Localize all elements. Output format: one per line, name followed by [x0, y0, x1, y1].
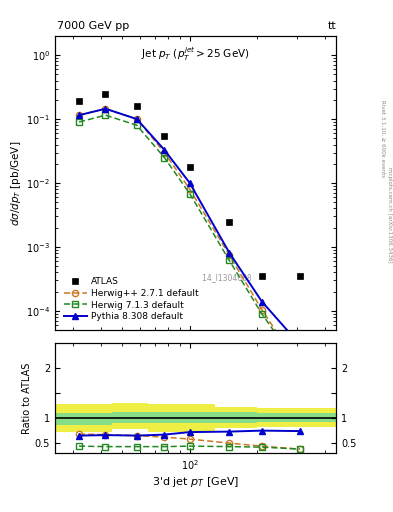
ATLAS: [162, 133, 167, 139]
ATLAS: [134, 103, 139, 109]
Pythia 8.308 default: [103, 105, 108, 112]
Herwig 7.1.3 default: [162, 155, 167, 161]
Herwig 7.1.3 default: [103, 112, 108, 118]
Herwig++ 2.7.1 default: [227, 252, 231, 258]
Pythia 8.308 default: [77, 112, 81, 118]
Y-axis label: $d\sigma/dp_T$ [pb/GeV]: $d\sigma/dp_T$ [pb/GeV]: [9, 140, 23, 226]
Herwig++ 2.7.1 default: [187, 186, 192, 193]
Herwig 7.1.3 default: [259, 311, 264, 317]
Text: Jet $p_T$ ($p_T^{jet}>$25 GeV): Jet $p_T$ ($p_T^{jet}>$25 GeV): [141, 45, 250, 62]
ATLAS: [298, 273, 302, 279]
Herwig++ 2.7.1 default: [103, 105, 108, 112]
Herwig 7.1.3 default: [298, 365, 302, 371]
Pythia 8.308 default: [162, 147, 167, 153]
Herwig++ 2.7.1 default: [134, 116, 139, 122]
X-axis label: 3'd jet $p_T$ [GeV]: 3'd jet $p_T$ [GeV]: [152, 475, 239, 488]
Line: Herwig 7.1.3 default: Herwig 7.1.3 default: [76, 112, 303, 371]
ATLAS: [259, 273, 264, 279]
Text: Rivet 3.1.10, ≥ 600k events: Rivet 3.1.10, ≥ 600k events: [381, 100, 386, 177]
Herwig++ 2.7.1 default: [298, 365, 302, 371]
Pythia 8.308 default: [187, 180, 192, 186]
Line: Herwig++ 2.7.1 default: Herwig++ 2.7.1 default: [76, 105, 303, 371]
Pythia 8.308 default: [298, 342, 302, 348]
Herwig++ 2.7.1 default: [259, 307, 264, 313]
Line: Pythia 8.308 default: Pythia 8.308 default: [76, 105, 303, 348]
Herwig 7.1.3 default: [134, 122, 139, 129]
Y-axis label: Ratio to ATLAS: Ratio to ATLAS: [22, 362, 32, 434]
Legend: ATLAS, Herwig++ 2.7.1 default, Herwig 7.1.3 default, Pythia 8.308 default: ATLAS, Herwig++ 2.7.1 default, Herwig 7.…: [59, 272, 203, 326]
Text: mcplots.cern.ch [arXiv:1306.3436]: mcplots.cern.ch [arXiv:1306.3436]: [387, 167, 391, 263]
Pythia 8.308 default: [227, 249, 231, 255]
Herwig 7.1.3 default: [77, 119, 81, 125]
Herwig++ 2.7.1 default: [162, 150, 167, 156]
ATLAS: [227, 219, 231, 225]
Text: 7000 GeV pp: 7000 GeV pp: [57, 20, 129, 31]
Herwig 7.1.3 default: [227, 257, 231, 263]
Text: tt: tt: [327, 20, 336, 31]
ATLAS: [103, 91, 108, 97]
Line: ATLAS: ATLAS: [75, 90, 303, 280]
Herwig 7.1.3 default: [187, 190, 192, 197]
Text: ATLAS_2014_I1304688: ATLAS_2014_I1304688: [166, 273, 253, 282]
ATLAS: [77, 98, 81, 104]
Herwig++ 2.7.1 default: [77, 112, 81, 118]
Pythia 8.308 default: [134, 116, 139, 122]
Pythia 8.308 default: [259, 298, 264, 305]
ATLAS: [187, 164, 192, 170]
